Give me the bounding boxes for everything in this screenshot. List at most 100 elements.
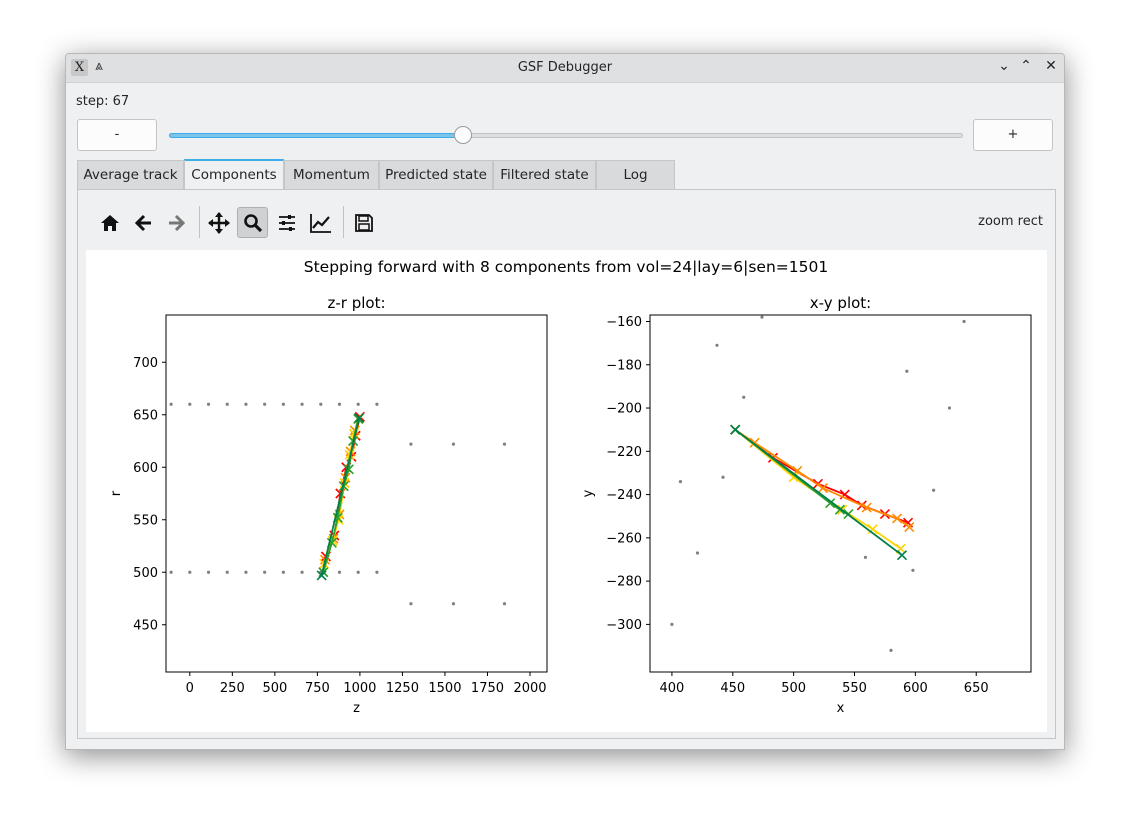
tab-momentum[interactable]: Momentum — [284, 160, 379, 190]
surface-point — [695, 551, 700, 555]
axes-frame — [165, 314, 548, 673]
title-bar: X ⩓ GSF Debugger ⌄ ⌃ ✕ — [66, 54, 1064, 83]
surface-point — [356, 570, 360, 574]
surface-point — [244, 402, 248, 406]
surface-point — [670, 622, 674, 626]
x-tick-label: 2000 — [513, 681, 546, 696]
zoom-icon[interactable] — [237, 207, 268, 238]
surface-point — [375, 402, 379, 406]
surface-point — [502, 442, 507, 446]
surface-point — [760, 315, 764, 319]
y-axis-label: y — [581, 489, 596, 497]
chart-x-y: x-y plot: 400 450 500 550 600 650 −300 −280 −260 −… — [581, 294, 1032, 716]
minimize-icon[interactable]: ⌄ — [998, 58, 1010, 74]
data-point — [904, 521, 915, 533]
plot-figure[interactable]: Stepping forward with 8 components from … — [86, 250, 1047, 732]
surface-point — [244, 570, 248, 574]
surface-point — [337, 570, 342, 574]
surface-point — [337, 402, 342, 406]
toolbar-separator — [343, 206, 344, 238]
edit-axes-icon[interactable] — [305, 207, 336, 238]
surface-point — [263, 570, 267, 574]
keep-above-icon[interactable]: ⩓ — [95, 58, 103, 74]
tab-components[interactable]: Components — [184, 159, 284, 191]
maximize-icon[interactable]: ⌃ — [1020, 58, 1032, 74]
step-label: step: 67 — [76, 94, 130, 109]
y-tick-label: −280 — [606, 575, 642, 590]
surface-point — [502, 602, 507, 606]
plot-canvas[interactable]: Stepping forward with 8 components from … — [86, 250, 1047, 732]
series-line — [734, 428, 903, 556]
surface-point — [319, 402, 323, 406]
tab-average-track[interactable]: Average track — [77, 160, 184, 190]
surface-point — [188, 402, 192, 406]
surface-point — [721, 475, 725, 479]
app-icon[interactable]: X — [71, 59, 88, 76]
surface-point — [188, 570, 192, 574]
data-point — [825, 498, 836, 509]
axes-frame — [649, 314, 1032, 673]
x-tick-label: 1250 — [386, 681, 419, 696]
surface-point — [169, 402, 173, 406]
data-point — [817, 483, 828, 494]
surface-point — [742, 395, 746, 399]
data-point — [892, 513, 903, 524]
surface-point — [863, 555, 868, 559]
back-arrow-icon[interactable] — [128, 207, 159, 238]
save-icon[interactable] — [348, 207, 379, 238]
x-tick-label: 500 — [262, 681, 287, 696]
y-tick-label: −240 — [606, 488, 642, 503]
data-point — [839, 489, 850, 500]
step-minus-button[interactable]: - — [77, 119, 157, 151]
surface-point — [409, 442, 413, 446]
x-tick-label: 250 — [220, 681, 245, 696]
surface-point — [889, 648, 893, 652]
data-point — [316, 570, 327, 581]
x-tick-label: 650 — [964, 681, 989, 696]
surface-point — [206, 402, 211, 406]
toolbar-mode-text: zoom rect — [978, 214, 1043, 229]
y-tick-label: −220 — [606, 445, 642, 460]
tab-log[interactable]: Log — [596, 160, 675, 190]
forward-arrow-icon[interactable] — [160, 207, 191, 238]
tab-predicted-state[interactable]: Predicted state — [379, 160, 493, 190]
y-tick-label: −180 — [606, 358, 642, 373]
chart-z-r: z-r plot: 0 250 500 750 1000 1250 1500 1750 2000 4… — [109, 294, 548, 716]
tab-filtered-state[interactable]: Filtered state — [493, 160, 596, 190]
surface-point — [678, 480, 683, 484]
pan-icon[interactable] — [203, 207, 234, 238]
surface-point — [225, 570, 229, 574]
surface-point — [281, 402, 285, 406]
surface-point — [911, 568, 915, 572]
series-line — [320, 417, 361, 576]
data-point — [867, 524, 878, 535]
surface-point — [947, 406, 952, 410]
x-axis-label: z — [353, 701, 360, 716]
y-tick-label: 700 — [133, 356, 158, 371]
surface-point — [409, 602, 413, 606]
surface-point — [281, 570, 285, 574]
chart-title: x-y plot: — [810, 294, 871, 312]
series-line — [734, 428, 909, 524]
x-tick-label: 1000 — [343, 681, 376, 696]
toolbar-separator — [199, 206, 200, 238]
subplots-icon[interactable] — [271, 207, 302, 238]
y-axis-label: r — [109, 490, 124, 496]
app-window: X ⩓ GSF Debugger ⌄ ⌃ ✕ step: 67 - + Aver… — [65, 53, 1065, 750]
x-tick-label: 500 — [781, 681, 806, 696]
close-icon[interactable]: ✕ — [1045, 58, 1057, 74]
data-point — [730, 424, 741, 435]
components-panel: zoom rect Stepping forward with 8 compon… — [77, 189, 1056, 739]
home-icon[interactable] — [94, 207, 125, 238]
y-tick-label: 500 — [133, 566, 158, 581]
surface-point — [225, 402, 229, 406]
surface-point — [375, 570, 379, 574]
step-slider-handle[interactable] — [453, 126, 472, 144]
x-tick-label: 1500 — [428, 681, 461, 696]
x-tick-label: 550 — [842, 681, 867, 696]
y-tick-label: 650 — [133, 408, 158, 423]
step-plus-button[interactable]: + — [973, 119, 1053, 151]
x-tick-label: 450 — [720, 681, 745, 696]
window-title: GSF Debugger — [517, 60, 613, 75]
surface-point — [206, 570, 211, 574]
